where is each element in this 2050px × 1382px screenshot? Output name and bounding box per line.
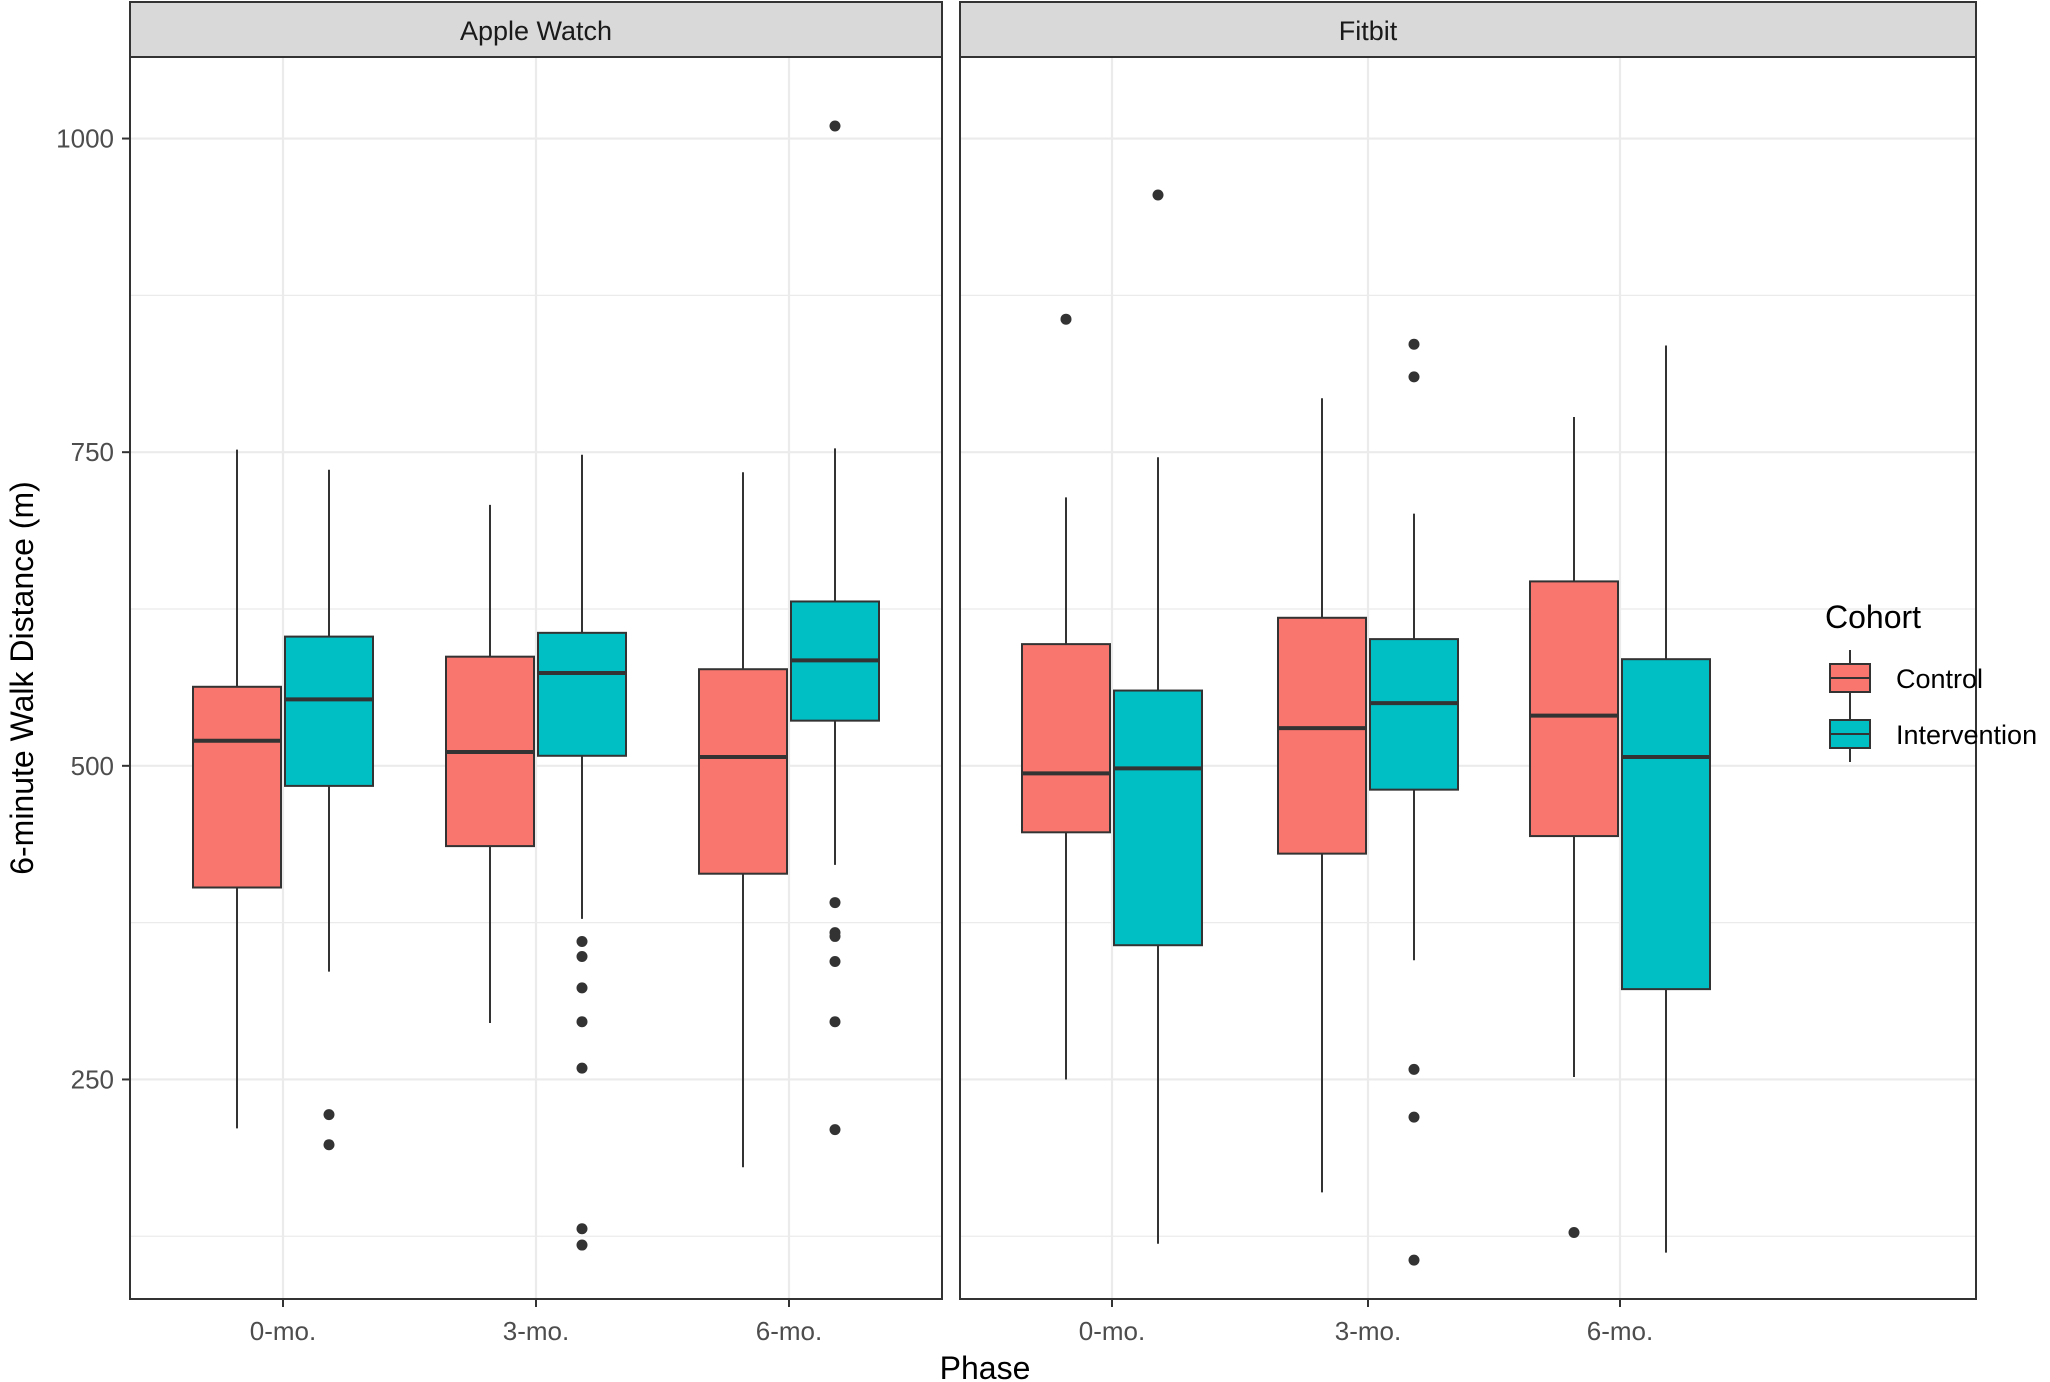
legend-label: Control (1896, 664, 1983, 694)
panel-gridlines (130, 57, 942, 1299)
panel-x-ticks: 0-mo. 3-mo. 6-mo. (1079, 1299, 1653, 1346)
box-iqr (698, 668, 788, 875)
outlier-point (1408, 1063, 1420, 1075)
box-control-3mo (445, 504, 535, 1023)
box-control-3mo (1277, 398, 1367, 1193)
outlier-point (1060, 313, 1072, 325)
box-iqr (1277, 616, 1367, 855)
outlier-point (323, 1109, 335, 1121)
box-control-6mo (1529, 417, 1619, 1239)
outlier-point (1568, 1227, 1580, 1239)
legend-title: Cohort (1825, 599, 1921, 635)
panel-title: Fitbit (1339, 16, 1398, 46)
box-control-6mo (698, 472, 788, 1168)
box-control-0mo (1021, 313, 1111, 1080)
outlier-point (576, 1016, 588, 1028)
outlier-point (1408, 1111, 1420, 1123)
outlier-point (1408, 371, 1420, 383)
box-iqr (192, 685, 282, 889)
legend-label: Intervention (1896, 720, 2037, 750)
outlier-point (1408, 338, 1420, 350)
y-tick-label: 500 (71, 751, 114, 781)
x-tick-label: 6-mo. (1587, 1316, 1653, 1346)
y-tick-label: 250 (71, 1064, 114, 1094)
legend: Cohort Control Intervention (1825, 599, 2037, 762)
x-tick-label: 3-mo. (1335, 1316, 1401, 1346)
box-intervention-3mo (1369, 338, 1459, 1266)
panel-plot-area (960, 57, 1976, 1299)
outlier-point (576, 1239, 588, 1251)
legend-item-control: Control (1829, 650, 1983, 706)
outlier-point (1152, 189, 1164, 201)
box-intervention-6mo (790, 120, 880, 1136)
panel-boxes (1021, 189, 1711, 1266)
legend-item-intervention: Intervention (1829, 706, 2037, 762)
x-tick-label: 6-mo. (756, 1316, 822, 1346)
outlier-point (576, 982, 588, 994)
outlier-point (829, 1016, 841, 1028)
box-iqr (284, 635, 374, 787)
y-axis: 250 500 750 1000 (56, 124, 130, 1094)
panel-boxes (192, 120, 880, 1251)
panel-strip (959, 1, 1977, 58)
panel-fitbit: Fitbit 0-mo. 3-mo. 6-mo. (959, 1, 1977, 1346)
x-axis-title: Phase (940, 1350, 1031, 1382)
panel-title: Apple Watch (460, 16, 612, 46)
y-axis-title: 6-minute Walk Distance (m) (4, 481, 40, 875)
x-tick-label: 0-mo. (250, 1316, 316, 1346)
outlier-point (576, 1223, 588, 1235)
outlier-point (829, 930, 841, 942)
panel-strip (129, 1, 943, 58)
box-intervention-6mo (1621, 345, 1711, 1253)
box-iqr (1529, 580, 1619, 838)
panel-border (959, 56, 1977, 1300)
outlier-point (829, 120, 841, 132)
box-control-0mo (192, 449, 282, 1129)
outlier-point (829, 956, 841, 968)
panel-x-ticks: 0-mo. 3-mo. 6-mo. (250, 1299, 822, 1346)
box-iqr (1369, 638, 1459, 791)
panel-apple-watch: Apple Watch 0-mo. 3-mo. 6-mo. (129, 1, 943, 1346)
outlier-point (1408, 1254, 1420, 1266)
outlier-point (829, 897, 841, 909)
outlier-point (323, 1139, 335, 1151)
x-tick-label: 3-mo. (503, 1316, 569, 1346)
box-iqr (1021, 643, 1111, 834)
y-tick-label: 750 (71, 437, 114, 467)
box-intervention-3mo (537, 454, 627, 1251)
box-iqr (1621, 658, 1711, 991)
outlier-point (576, 1062, 588, 1074)
outlier-point (829, 1124, 841, 1136)
box-intervention-0mo (1113, 189, 1203, 1244)
box-iqr (537, 631, 627, 757)
box-iqr (1113, 689, 1203, 947)
box-intervention-0mo (284, 469, 374, 1151)
outlier-point (576, 935, 588, 947)
x-tick-label: 0-mo. (1079, 1316, 1145, 1346)
y-tick-label: 1000 (56, 124, 114, 154)
outlier-point (576, 951, 588, 963)
